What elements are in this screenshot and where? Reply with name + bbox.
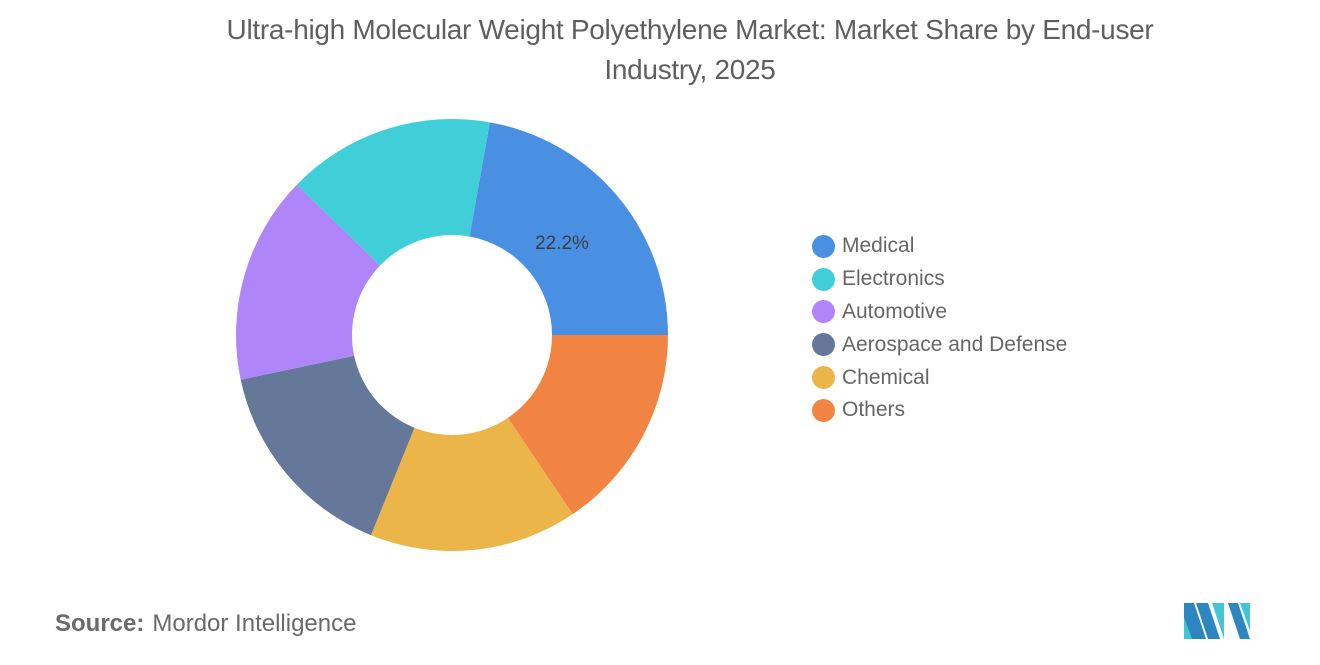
legend-item-automotive[interactable]: Automotive: [812, 296, 1067, 329]
legend-dot-icon: [812, 267, 835, 291]
legend-item-aerospace-and-defense[interactable]: Aerospace and Defense: [812, 328, 1067, 361]
medical-data-label: 22.2%: [535, 233, 589, 254]
source-value: Mordor Intelligence: [152, 610, 357, 637]
legend-dot-icon: [812, 300, 835, 324]
chart-title-line-2: Industry, 2025: [604, 54, 776, 85]
legend-label: Medical: [842, 234, 915, 258]
slice-electronics[interactable]: [296, 119, 490, 266]
legend-dot-icon: [812, 366, 835, 390]
legend-label: Automotive: [842, 299, 948, 323]
legend-item-others[interactable]: Others: [812, 394, 1067, 427]
legend-label: Electronics: [842, 267, 945, 291]
legend-item-chemical[interactable]: Chemical: [812, 361, 1067, 394]
source-label: Source:: [55, 610, 145, 637]
slice-medical[interactable]: [469, 122, 668, 335]
legend-dot-icon: [812, 398, 835, 422]
mordor-intelligence-logo-icon: [1184, 603, 1250, 639]
donut-slices: [236, 119, 668, 551]
legend-label: Chemical: [842, 365, 930, 389]
slice-others[interactable]: [507, 335, 668, 515]
legend-item-medical[interactable]: Medical: [812, 230, 1067, 263]
legend-label: Others: [842, 398, 906, 422]
chart-legend: Medical Electronics Automotive Aerospace…: [812, 230, 1067, 427]
legend-dot-icon: [812, 333, 835, 357]
source-note: Source: Mordor Intelligence: [55, 610, 356, 638]
slice-aerospace-and-defense[interactable]: [240, 355, 415, 536]
legend-item-electronics[interactable]: Electronics: [812, 263, 1067, 296]
chart-title-line-1: Ultra-high Molecular Weight Polyethylene…: [226, 14, 1154, 45]
slice-automotive[interactable]: [236, 184, 381, 380]
legend-dot-icon: [812, 234, 835, 258]
chart-title: Ultra-high Molecular Weight Polyethylene…: [130, 10, 1250, 90]
legend-label: Aerospace and Defense: [842, 332, 1068, 356]
slice-chemical[interactable]: [370, 417, 573, 551]
